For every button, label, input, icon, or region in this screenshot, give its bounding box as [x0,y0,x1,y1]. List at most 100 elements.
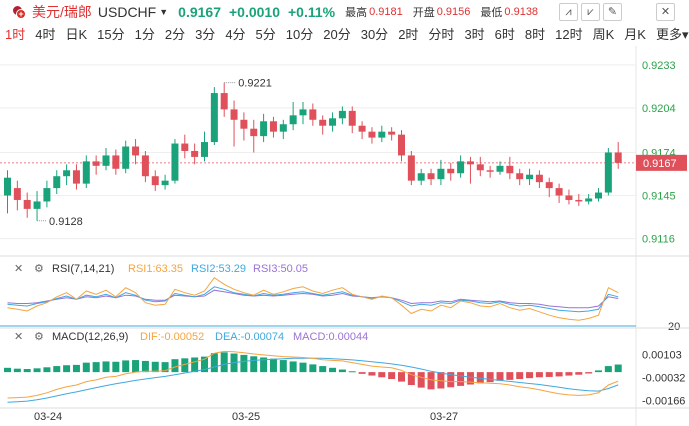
rsi2-line [7,286,619,313]
macd-histogram-bar [92,362,100,373]
candle-body [545,182,553,189]
macd-histogram-bar [535,372,543,378]
macd-histogram-bar [132,360,140,373]
candle-body [348,110,356,126]
tab-14[interactable]: 3时 [464,27,485,42]
macd-histogram-bar [329,367,337,373]
macd-histogram-bar [141,360,149,373]
macd-histogram-bar [595,370,602,373]
tab-1[interactable]: 4时 [35,27,56,42]
price-axis-label: 0.9145 [642,191,676,203]
low-value: 0.9138 [504,6,539,18]
rsi3-line [7,289,619,309]
macd-label: MACD(12,26,9) [52,331,128,343]
rsi2-value: RSI2:53.29 [191,263,246,275]
candle-body [358,125,366,132]
macd-axis-label: 0.00103 [642,349,682,361]
candle-body [23,199,31,209]
macd-histogram-bar [427,372,435,390]
tab-8[interactable]: 5分 [255,27,276,42]
min-price-label: 0.9128 [49,216,83,228]
dea-value: DEA:-0.00074 [215,331,284,343]
tab-5[interactable]: 2分 [164,27,186,42]
tab-20[interactable]: 更多▾ [655,27,689,42]
tab-4[interactable]: 1分 [134,27,155,42]
macd-histogram-bar [309,364,317,373]
candle-body [141,155,149,177]
macd-histogram-bar [388,372,396,380]
macd-histogram-bar [171,359,179,373]
macd-histogram-bar [13,368,21,373]
candle-body [585,198,593,202]
chart-type-icon[interactable]: ⩘ [559,3,578,21]
macd-histogram-bar [526,372,534,379]
symbol-selector[interactable]: USDCHF [97,4,157,20]
macd-histogram-bar [151,361,159,373]
draw-icon[interactable]: ✎ [603,3,622,21]
candle-body [4,177,11,196]
candle-body [151,176,159,186]
macd-histogram-bar [63,365,71,373]
tab-6[interactable]: 3分 [195,27,216,42]
tab-13[interactable]: 分时 [428,27,455,42]
tab-9[interactable]: 10分 [285,27,314,42]
macd-histogram-bar [506,372,514,380]
candle-body [476,164,484,171]
macd-histogram-bar [181,358,189,373]
macd-histogram-bar [319,366,327,373]
date-axis-label: 03-24 [34,411,62,423]
candle-body [506,165,514,174]
tab-15[interactable]: 6时 [494,27,515,42]
macd-histogram-bar [585,372,593,374]
tab-17[interactable]: 12时 [555,27,583,42]
tab-11[interactable]: 30分 [360,27,389,42]
open-value: 0.9156 [436,6,471,18]
macd-histogram-bar [122,360,130,373]
macd-histogram-bar [82,362,90,373]
macd-histogram-bar [545,372,553,377]
candle-body [92,161,100,166]
close-icon[interactable]: ✕ [656,3,675,21]
tab-18[interactable]: 周K [592,27,615,42]
candle-body [269,121,277,132]
tab-19[interactable]: 月K [624,27,646,42]
macd-histogram-bar [604,366,612,373]
candle-body [496,165,504,172]
candle-body [486,170,494,172]
candle-body [555,188,563,196]
macd-histogram-bar [201,356,208,373]
tab-7[interactable]: 4分 [225,27,246,42]
price-change: +0.0010 [228,4,280,20]
candle-body [72,170,80,184]
candle-body [595,192,602,199]
candle-body [398,134,405,156]
kline-chart[interactable]: 0.92330.92040.91740.91450.91160.91670.92… [0,46,689,426]
macd-histogram-bar [23,369,31,373]
rsi-label: RSI(7,14,21) [52,263,114,275]
candle-body [407,155,415,181]
macd-histogram-bar [565,372,573,376]
tab-2[interactable]: 日K [65,27,88,42]
low-label: 最低 [480,7,503,19]
tab-10[interactable]: 20分 [323,27,351,42]
macd-histogram-bar [102,361,110,373]
tab-12[interactable]: 2时 [398,27,419,42]
dif-value: DIF:-0.00052 [140,331,204,343]
macd-histogram-bar [260,357,268,373]
date-axis-label: 03-27 [430,411,458,423]
macd-histogram-bar [486,372,494,383]
macd-histogram-bar [338,369,346,373]
candle-body [230,109,238,120]
rsi1-value: RSI1:63.35 [128,263,183,275]
pair-name: 美元/瑞郎 [32,4,92,20]
chevron-down-icon[interactable]: ▼ [159,7,169,17]
macd-histogram-bar [476,372,484,384]
macd-histogram-bar [378,372,386,378]
tab-3[interactable]: 15分 [97,27,125,42]
tab-16[interactable]: 8时 [524,27,546,42]
settings-icon: ⚙ [34,331,44,343]
tab-0[interactable]: 1时 [5,27,26,42]
indicator-icon[interactable]: ⩗ [581,3,600,21]
macd-histogram-bar [457,372,465,386]
macd-histogram-bar [112,361,120,373]
